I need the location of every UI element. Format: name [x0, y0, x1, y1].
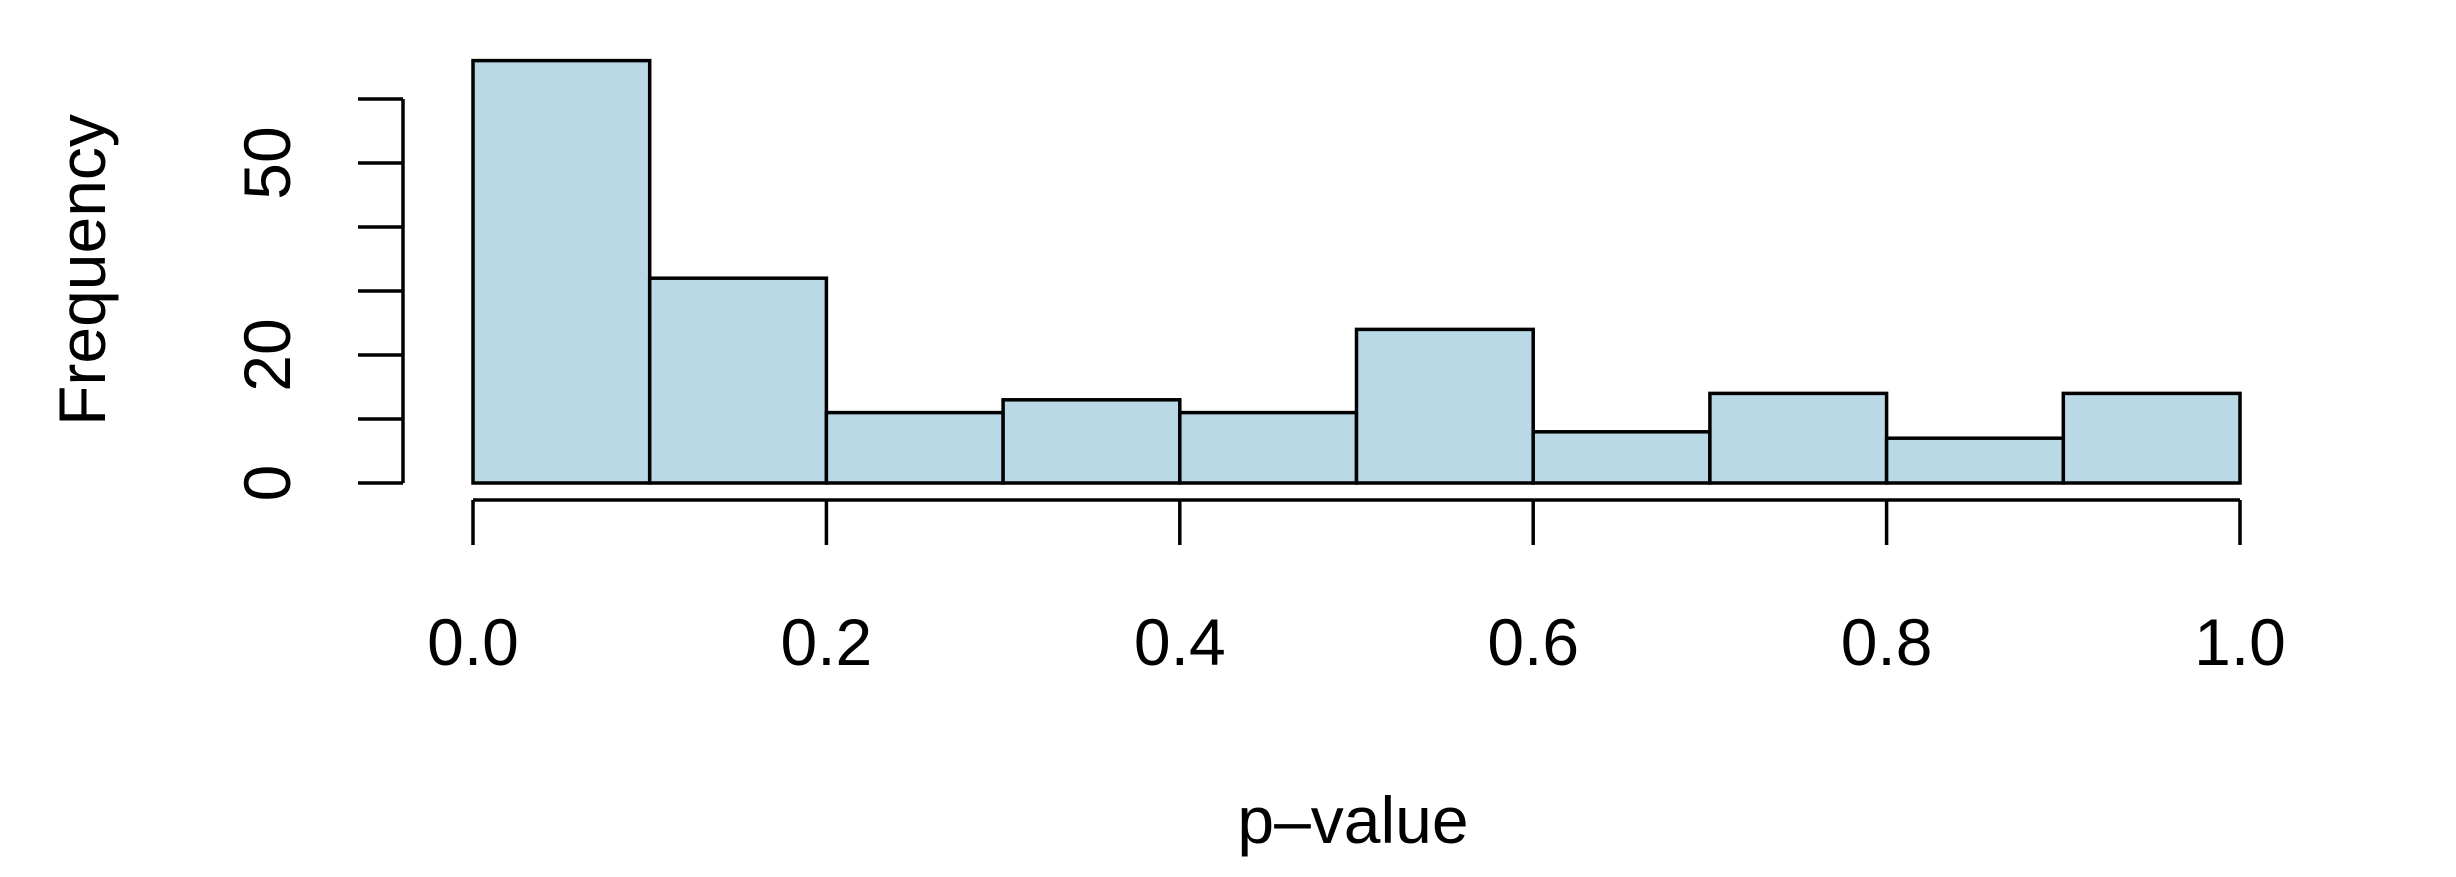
bars-group: [471, 58, 2242, 485]
histogram-bar: [2061, 391, 2242, 485]
histogram-bar: [1708, 391, 1889, 485]
x-tick-label: 0.4: [1134, 605, 1226, 679]
histogram-bar: [1531, 430, 1712, 485]
y-axis: 0 20 50: [230, 97, 405, 502]
x-tick-label: 0.6: [1487, 605, 1579, 679]
y-tick-label: 50: [230, 126, 304, 199]
x-tick-label: 1.0: [2194, 605, 2286, 679]
histogram-bar: [824, 410, 1005, 485]
x-axis-title: p–value: [1237, 783, 1468, 857]
histogram-bar: [1884, 436, 2066, 485]
histogram-bar: [647, 276, 829, 485]
histogram-bar: [1001, 398, 1182, 485]
histogram-bar: [1178, 410, 1359, 485]
x-axis: 0.0 0.2 0.4 0.6 0.8 1.0: [427, 498, 2286, 679]
histogram-bar: [1354, 327, 1535, 485]
histogram-bar: [471, 58, 652, 485]
y-axis-title: Frequency: [45, 114, 119, 426]
x-tick-label: 0.8: [1841, 605, 1933, 679]
x-tick-label: 0.2: [781, 605, 873, 679]
y-tick-label: 20: [230, 318, 304, 391]
y-tick-label: 0: [230, 465, 304, 502]
x-tick-label: 0.0: [427, 605, 519, 679]
